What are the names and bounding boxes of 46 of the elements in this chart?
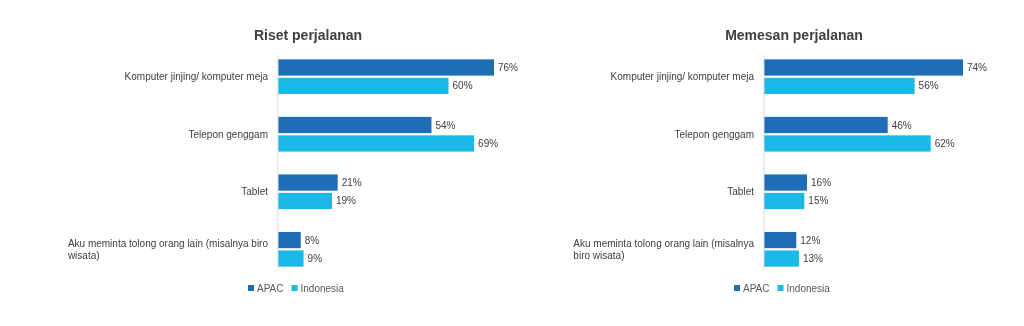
bar: [764, 135, 931, 152]
y-tick-label: Tablet: [241, 186, 269, 198]
y-tick-label: Aku meminta tolong orang lain (misalnya biro wisata): [66, 237, 269, 261]
chart-title: Memesan perjalanan: [725, 27, 863, 43]
bar: [278, 250, 304, 267]
data-label: 9%: [307, 253, 323, 265]
data-label: 76%: [498, 61, 519, 73]
bar: [764, 192, 805, 210]
bar: [764, 231, 797, 249]
data-label: 69%: [478, 137, 499, 149]
chart-title: Riset perjalanan: [253, 27, 363, 43]
data-label: 13%: [802, 253, 824, 265]
data-label: 21%: [341, 177, 362, 189]
y-tick-label: Komputer jinjing/ komputer meja: [124, 71, 269, 83]
data-label: 62%: [934, 137, 955, 149]
legend-label: Indonesia: [786, 282, 831, 294]
data-label: 56%: [918, 80, 939, 92]
bar: [764, 59, 963, 76]
data-label: 8%: [304, 234, 320, 246]
bar: [764, 174, 808, 191]
y-tick-label: Komputer jinjing/ komputer meja: [610, 71, 755, 83]
data-label: 54%: [435, 119, 456, 131]
bar: [278, 59, 494, 76]
y-tick-label: Telepon genggam: [188, 128, 268, 140]
bar: [278, 77, 449, 95]
y-tick-label: Aku meminta tolong orang lain (misalnya biro wisata): [573, 237, 755, 261]
data-label: 15%: [808, 195, 829, 207]
bar: [278, 231, 301, 249]
bar: [764, 77, 915, 95]
data-label: 60%: [452, 80, 473, 92]
data-label: 19%: [336, 195, 357, 207]
legend-label: Indonesia: [300, 282, 345, 294]
bar: [278, 192, 332, 210]
y-tick-label: Tablet: [727, 186, 755, 198]
bar: [764, 116, 888, 134]
data-label: 74%: [967, 61, 988, 73]
bar: [278, 174, 338, 191]
legend-label: APAC: [257, 282, 284, 294]
bar: [764, 250, 799, 267]
legend-label: APAC: [743, 282, 770, 294]
data-label: 12%: [800, 234, 821, 246]
bar: [278, 116, 432, 134]
bar: [278, 135, 475, 152]
data-label: 46%: [891, 119, 912, 131]
y-tick-label: Telepon genggam: [674, 128, 754, 140]
data-label: 16%: [811, 177, 832, 189]
